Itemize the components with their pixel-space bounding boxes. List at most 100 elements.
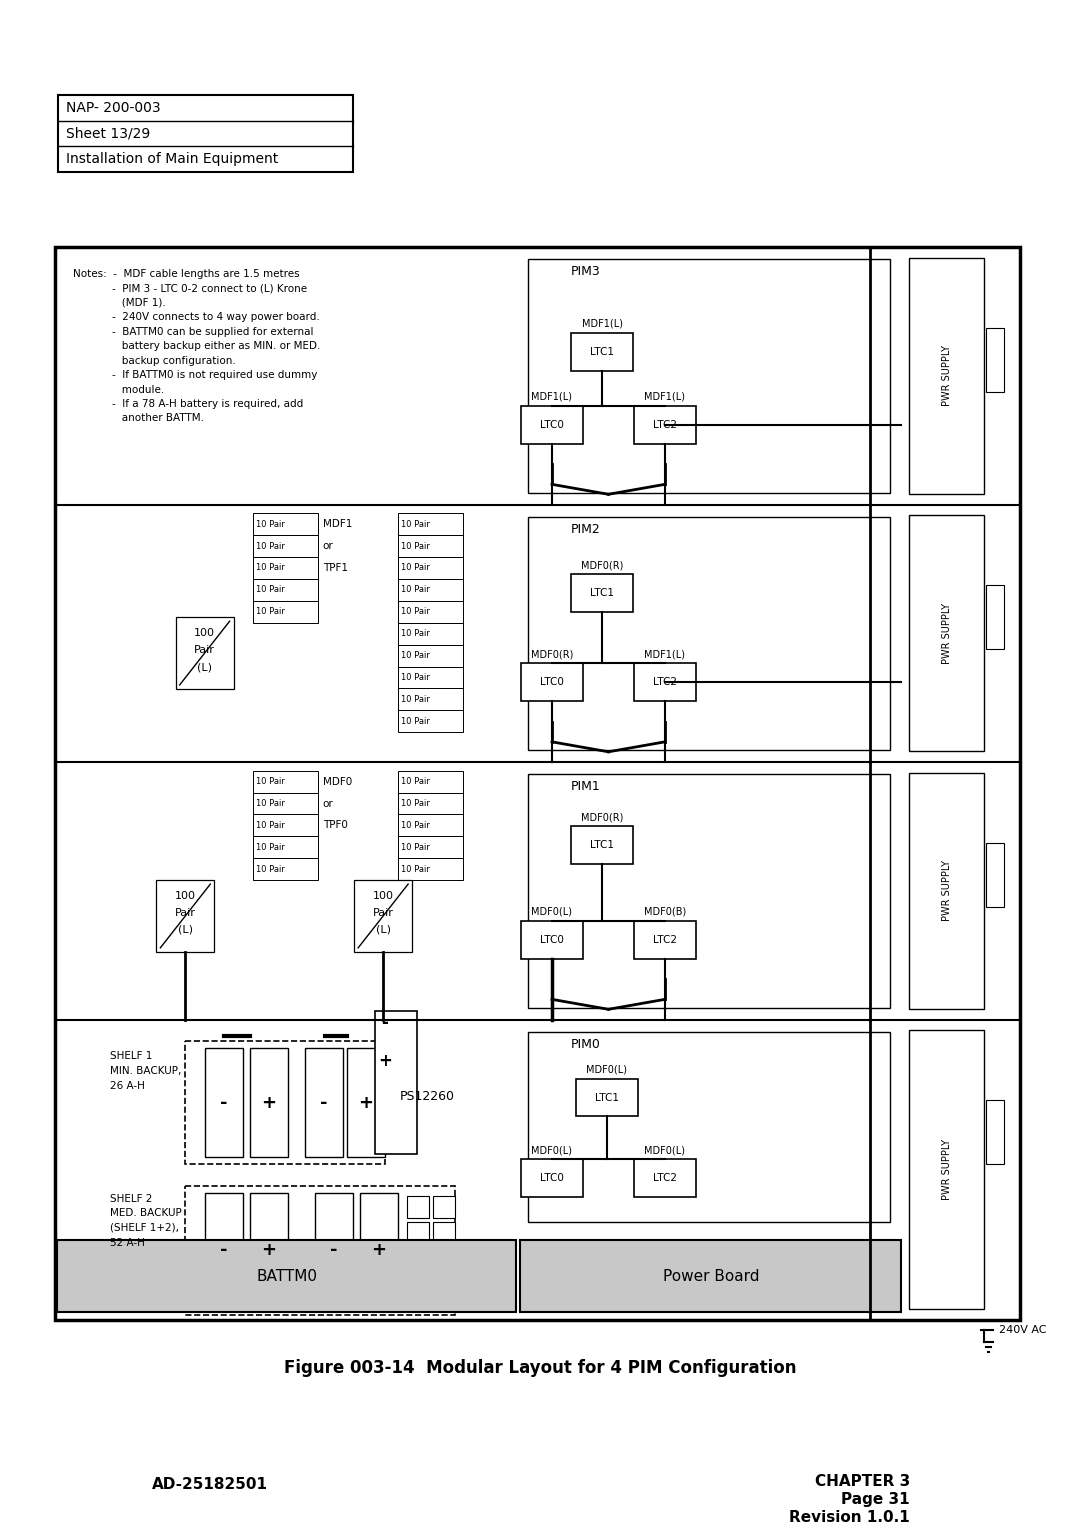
Bar bbox=[521, 1239, 902, 1313]
Text: Notes:  -  MDF cable lengths are 1.5 metres: Notes: - MDF cable lengths are 1.5 metre… bbox=[73, 269, 299, 280]
Bar bbox=[433, 1222, 455, 1244]
Text: PWR SUPPLY: PWR SUPPLY bbox=[942, 345, 951, 406]
Bar bbox=[397, 535, 462, 558]
Bar bbox=[521, 1160, 583, 1196]
Text: MDF0(L): MDF0(L) bbox=[531, 908, 572, 917]
Text: Sheet 13/29: Sheet 13/29 bbox=[66, 127, 150, 141]
Text: 10 Pair: 10 Pair bbox=[401, 672, 430, 681]
Text: MDF0(L): MDF0(L) bbox=[531, 1144, 572, 1155]
Text: MDF0(B): MDF0(B) bbox=[644, 908, 686, 917]
Bar bbox=[397, 859, 462, 880]
Bar bbox=[521, 921, 583, 958]
Bar bbox=[521, 406, 583, 443]
Text: Pair: Pair bbox=[194, 645, 215, 656]
Text: 10 Pair: 10 Pair bbox=[401, 821, 430, 830]
Text: 10 Pair: 10 Pair bbox=[401, 651, 430, 660]
Text: 10 Pair: 10 Pair bbox=[256, 799, 285, 808]
Text: +: + bbox=[378, 1051, 392, 1070]
Bar bbox=[253, 513, 318, 535]
Text: -  If a 78 A-H battery is required, add: - If a 78 A-H battery is required, add bbox=[73, 399, 303, 410]
Text: PIM0: PIM0 bbox=[571, 1038, 600, 1051]
Text: -  BATTM0 can be supplied for external: - BATTM0 can be supplied for external bbox=[73, 327, 313, 336]
Text: MDF0(L): MDF0(L) bbox=[645, 1144, 686, 1155]
Bar bbox=[397, 623, 462, 645]
Text: PIM2: PIM2 bbox=[571, 523, 600, 535]
Text: 10 Pair: 10 Pair bbox=[256, 564, 285, 573]
Text: 10 Pair: 10 Pair bbox=[256, 585, 285, 594]
Text: -: - bbox=[330, 1241, 338, 1259]
Bar bbox=[986, 585, 1003, 649]
Text: (L): (L) bbox=[198, 662, 212, 672]
Text: 10 Pair: 10 Pair bbox=[401, 717, 430, 726]
Text: LTC0: LTC0 bbox=[540, 677, 564, 688]
Bar bbox=[397, 836, 462, 859]
Text: 26 A-H: 26 A-H bbox=[110, 1080, 145, 1091]
Text: 10 Pair: 10 Pair bbox=[256, 778, 285, 785]
Text: +: + bbox=[359, 1094, 374, 1112]
Text: 10 Pair: 10 Pair bbox=[256, 843, 285, 853]
Bar bbox=[909, 1030, 984, 1309]
Text: 52 A-H: 52 A-H bbox=[110, 1238, 145, 1248]
Text: (MDF 1).: (MDF 1). bbox=[73, 298, 165, 307]
Text: Revision 1.0.1: Revision 1.0.1 bbox=[789, 1510, 910, 1525]
Text: LTC0: LTC0 bbox=[540, 935, 564, 944]
Bar bbox=[909, 773, 984, 1008]
Text: PIM3: PIM3 bbox=[571, 264, 600, 278]
Text: NAP- 200-003: NAP- 200-003 bbox=[66, 101, 161, 115]
Text: LTC1: LTC1 bbox=[590, 588, 615, 599]
Bar bbox=[986, 327, 1003, 391]
Bar bbox=[249, 1193, 288, 1308]
Text: 100: 100 bbox=[175, 891, 195, 902]
Text: PWR SUPPLY: PWR SUPPLY bbox=[942, 604, 951, 663]
Text: (SHELF 1+2),: (SHELF 1+2), bbox=[110, 1222, 179, 1233]
Text: MDF0(R): MDF0(R) bbox=[581, 813, 623, 822]
Bar bbox=[397, 689, 462, 711]
Text: MDF0(L): MDF0(L) bbox=[586, 1065, 627, 1074]
Text: 10 Pair: 10 Pair bbox=[401, 695, 430, 704]
Bar bbox=[528, 260, 890, 492]
Bar bbox=[397, 645, 462, 666]
Text: 100: 100 bbox=[194, 628, 215, 639]
Text: MDF1: MDF1 bbox=[323, 520, 352, 529]
Bar bbox=[571, 575, 633, 613]
Text: 10 Pair: 10 Pair bbox=[401, 843, 430, 853]
Text: 10 Pair: 10 Pair bbox=[401, 630, 430, 639]
Text: LTC0: LTC0 bbox=[540, 420, 564, 429]
Text: -: - bbox=[321, 1094, 327, 1112]
Bar bbox=[397, 666, 462, 689]
Bar bbox=[397, 601, 462, 623]
Text: MDF1(L): MDF1(L) bbox=[645, 649, 686, 660]
Text: or: or bbox=[323, 799, 334, 808]
Bar bbox=[571, 333, 633, 371]
Text: LTC0: LTC0 bbox=[540, 1174, 564, 1183]
Bar bbox=[528, 516, 890, 750]
Bar bbox=[634, 663, 696, 701]
Bar bbox=[634, 1160, 696, 1196]
Text: LTC2: LTC2 bbox=[653, 677, 677, 688]
Bar bbox=[253, 814, 318, 836]
Text: MED. BACKUP: MED. BACKUP bbox=[110, 1207, 181, 1218]
Bar bbox=[253, 579, 318, 601]
Bar bbox=[375, 1012, 417, 1155]
Bar bbox=[407, 1196, 429, 1218]
Text: -  If BATTM0 is not required use dummy: - If BATTM0 is not required use dummy bbox=[73, 370, 318, 380]
Text: 10 Pair: 10 Pair bbox=[401, 564, 430, 573]
Bar bbox=[57, 1239, 516, 1313]
Text: MDF0: MDF0 bbox=[323, 776, 352, 787]
Text: MDF0(R): MDF0(R) bbox=[581, 561, 623, 570]
Text: LTC2: LTC2 bbox=[653, 935, 677, 944]
Text: LTC2: LTC2 bbox=[653, 1174, 677, 1183]
Bar bbox=[576, 1079, 638, 1117]
Text: Pair: Pair bbox=[175, 908, 195, 918]
Text: 10 Pair: 10 Pair bbox=[256, 821, 285, 830]
Text: MIN. BACKUP,: MIN. BACKUP, bbox=[110, 1067, 181, 1076]
Text: (L): (L) bbox=[376, 924, 391, 935]
Text: -: - bbox=[381, 1015, 389, 1031]
Text: 100: 100 bbox=[373, 891, 393, 902]
Text: AD-25182501: AD-25182501 bbox=[152, 1478, 268, 1491]
Bar bbox=[253, 535, 318, 558]
Bar bbox=[397, 711, 462, 732]
Bar bbox=[360, 1193, 399, 1308]
Text: SHELF 1: SHELF 1 bbox=[110, 1051, 152, 1060]
Text: (L): (L) bbox=[178, 924, 193, 935]
